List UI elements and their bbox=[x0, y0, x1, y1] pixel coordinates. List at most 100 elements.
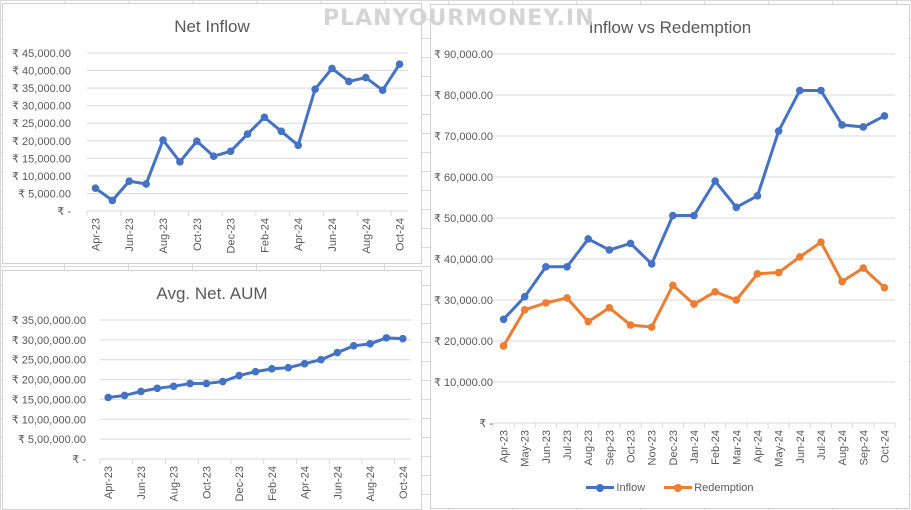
data-point[interactable] bbox=[284, 363, 293, 372]
data-point[interactable] bbox=[859, 123, 868, 131]
y-tick-label: ₹ 40,000.00 bbox=[12, 66, 71, 78]
data-point[interactable] bbox=[669, 211, 677, 220]
data-point[interactable] bbox=[345, 77, 353, 86]
data-point[interactable] bbox=[176, 158, 184, 166]
net-inflow-plot: ₹ - ₹ 5,000.00 ₹ 10,000.00 ₹ 15,000.00 ₹ 20,… bbox=[12, 48, 408, 253]
data-point[interactable] bbox=[91, 184, 100, 192]
data-point[interactable] bbox=[209, 152, 218, 161]
data-point[interactable] bbox=[277, 127, 286, 136]
data-point[interactable] bbox=[120, 391, 129, 400]
x-tick-label: Aug-24 bbox=[837, 430, 849, 465]
data-point[interactable] bbox=[817, 86, 825, 95]
data-point[interactable] bbox=[711, 177, 719, 185]
data-point[interactable] bbox=[218, 377, 227, 386]
data-point[interactable] bbox=[193, 137, 201, 145]
y-tick-label: ₹ 30,000.00 bbox=[434, 295, 493, 307]
data-point[interactable] bbox=[690, 300, 698, 308]
data-point[interactable] bbox=[605, 303, 614, 312]
data-point[interactable] bbox=[626, 321, 635, 329]
data-point[interactable] bbox=[399, 334, 407, 343]
data-point[interactable] bbox=[108, 196, 117, 205]
x-tick-label: Apr-23 bbox=[499, 430, 511, 463]
data-point[interactable] bbox=[542, 299, 550, 307]
data-point[interactable] bbox=[647, 260, 656, 268]
y-tick-label: ₹ 5,00,000.00 bbox=[18, 434, 86, 446]
data-point[interactable] bbox=[159, 136, 167, 144]
data-point[interactable] bbox=[753, 269, 762, 278]
data-point[interactable] bbox=[378, 86, 387, 95]
data-point[interactable] bbox=[669, 281, 677, 290]
x-tick-label: Jan-24 bbox=[689, 430, 701, 464]
data-point[interactable] bbox=[361, 73, 370, 82]
data-point[interactable] bbox=[563, 262, 571, 271]
data-point[interactable] bbox=[838, 277, 846, 286]
x-tick-label: Oct-24 bbox=[398, 466, 410, 499]
data-point[interactable] bbox=[859, 264, 868, 272]
data-point[interactable] bbox=[142, 180, 150, 188]
data-point[interactable] bbox=[647, 323, 656, 331]
data-point[interactable] bbox=[711, 288, 719, 296]
x-tick-label: Nov-23 bbox=[647, 430, 659, 465]
data-point[interactable] bbox=[317, 355, 325, 364]
data-point[interactable] bbox=[251, 367, 260, 376]
y-tick-label: ₹ 70,000.00 bbox=[434, 131, 493, 143]
data-point[interactable] bbox=[243, 130, 252, 138]
data-point[interactable] bbox=[366, 340, 374, 348]
x-tick-label: Dec-23 bbox=[668, 430, 680, 465]
data-point[interactable] bbox=[260, 113, 269, 122]
data-point[interactable] bbox=[153, 384, 162, 393]
x-tick-label: Dec-23 bbox=[226, 218, 238, 253]
data-point[interactable] bbox=[520, 292, 529, 301]
legend-item-redemption[interactable]: Redemption bbox=[664, 482, 754, 494]
data-point[interactable] bbox=[202, 379, 211, 388]
data-point[interactable] bbox=[294, 141, 302, 150]
data-point[interactable] bbox=[382, 334, 391, 342]
data-point[interactable] bbox=[104, 393, 112, 402]
data-point[interactable] bbox=[520, 306, 529, 314]
data-point[interactable] bbox=[186, 379, 194, 388]
data-point[interactable] bbox=[795, 86, 804, 95]
data-point[interactable] bbox=[268, 365, 276, 373]
data-point[interactable] bbox=[395, 60, 404, 69]
data-point[interactable] bbox=[838, 121, 846, 129]
x-tick-label: Apr-23 bbox=[103, 466, 115, 499]
data-point[interactable] bbox=[605, 246, 614, 254]
data-point[interactable] bbox=[626, 239, 635, 248]
data-point[interactable] bbox=[880, 112, 889, 120]
series-line bbox=[108, 336, 403, 399]
data-point[interactable] bbox=[774, 268, 783, 277]
data-point[interactable] bbox=[333, 348, 342, 357]
data-point[interactable] bbox=[563, 294, 571, 302]
x-tick-label: Apr-23 bbox=[90, 218, 102, 251]
data-point[interactable] bbox=[169, 382, 178, 391]
data-point[interactable] bbox=[880, 283, 889, 292]
data-point[interactable] bbox=[753, 192, 762, 200]
x-tick-label: Oct-23 bbox=[626, 430, 638, 463]
data-point[interactable] bbox=[817, 238, 825, 246]
inflow-line-marker-icon bbox=[586, 483, 615, 492]
net-inflow-chart: Net Inflow ₹ - ₹ 5,000.00 ₹ 10,000.00 ₹ 15,… bbox=[2, 3, 422, 264]
data-point[interactable] bbox=[732, 203, 741, 212]
data-point[interactable] bbox=[499, 342, 508, 350]
data-point[interactable] bbox=[226, 147, 235, 156]
data-point[interactable] bbox=[125, 177, 134, 185]
data-point[interactable] bbox=[137, 387, 145, 396]
data-point[interactable] bbox=[584, 317, 593, 326]
data-point[interactable] bbox=[795, 253, 804, 261]
data-point[interactable] bbox=[349, 342, 358, 350]
legend-label: Inflow bbox=[616, 481, 646, 494]
data-point[interactable] bbox=[311, 85, 319, 93]
data-point[interactable] bbox=[542, 262, 550, 271]
legend-item-inflow[interactable]: Inflow bbox=[586, 482, 645, 494]
data-point[interactable] bbox=[732, 296, 741, 304]
x-tick-label: May-24 bbox=[774, 430, 786, 467]
data-point[interactable] bbox=[235, 371, 243, 380]
data-point[interactable] bbox=[774, 127, 783, 135]
data-point[interactable] bbox=[584, 235, 593, 243]
y-tick-label: ₹ 45,000.00 bbox=[12, 48, 71, 60]
data-point[interactable] bbox=[499, 315, 508, 324]
data-point[interactable] bbox=[300, 359, 309, 368]
data-point[interactable] bbox=[690, 211, 698, 220]
y-tick-label: ₹ 35,000.00 bbox=[12, 83, 71, 95]
data-point[interactable] bbox=[328, 64, 336, 73]
